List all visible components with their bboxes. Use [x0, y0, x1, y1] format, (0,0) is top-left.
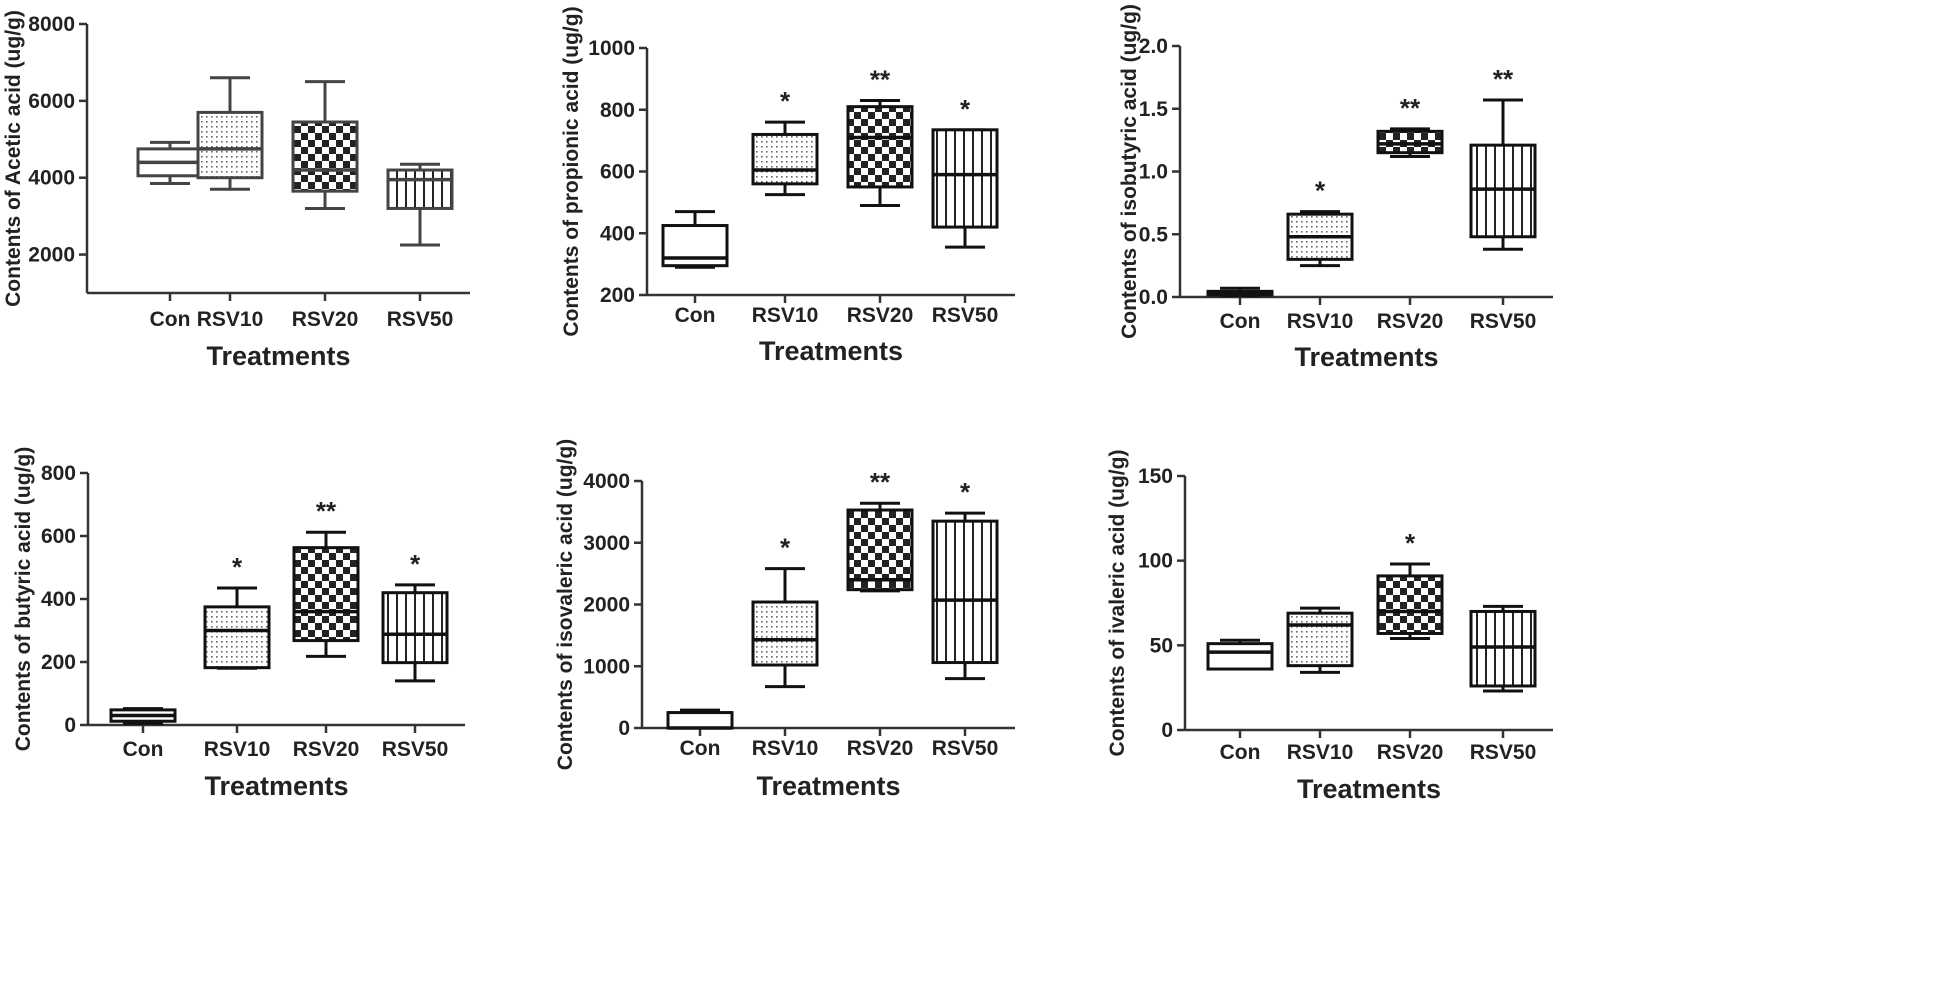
chart-3-category-label: Con — [1220, 310, 1261, 333]
chart-1-y-tick-label: 2000 — [28, 244, 75, 267]
chart-4-y-tick-label: 400 — [41, 588, 76, 611]
chart-2-y-axis-title: Contents of propionic acid (ug/g) — [560, 6, 583, 336]
chart-2-category-label: Con — [675, 304, 716, 327]
chart-6-y-tick-label: 100 — [1138, 550, 1173, 573]
chart-6-significance-label: * — [1405, 528, 1416, 558]
chart-5-box — [846, 508, 914, 592]
chart-3-y-tick-label: 1.5 — [1139, 98, 1169, 121]
chart-4-category-label: Con — [123, 738, 164, 761]
chart-6-y-axis-title: Contents of ivaleric acid (ug/g) — [1106, 450, 1129, 757]
chart-2-box — [751, 132, 819, 186]
chart-4-y-axis-title: Contents of butyric acid (ug/g) — [12, 447, 35, 752]
chart-5-x-axis-title: Treatments — [756, 771, 900, 801]
chart-6-y-tick-label: 50 — [1150, 634, 1173, 657]
chart-3-box — [1469, 143, 1537, 239]
chart-1-box — [196, 110, 264, 180]
chart-5-y-tick-label: 4000 — [583, 470, 630, 493]
chart-6-category-label: RSV20 — [1377, 741, 1444, 764]
chart-5-box — [666, 711, 734, 730]
chart-3-y-tick-label: 1.0 — [1139, 161, 1168, 184]
chart-2-significance-label: * — [780, 86, 791, 116]
chart-3-y-tick-label: 0.5 — [1139, 223, 1169, 246]
chart-5-box — [931, 519, 999, 665]
chart-6-x-axis-title: Treatments — [1297, 774, 1441, 804]
chart-3-y-axis-title: Contents of isobutyric acid (ug/g) — [1118, 4, 1141, 339]
chart-4-significance-label: * — [410, 549, 421, 579]
chart-5-category-label: RSV10 — [752, 737, 819, 760]
chart-5-y-tick-label: 2000 — [583, 594, 630, 617]
chart-5-category-label: RSV20 — [847, 737, 914, 760]
chart-4-box — [292, 546, 360, 643]
chart-6-box — [1206, 642, 1274, 671]
chart-6-box — [1376, 574, 1444, 635]
chart-3-y-tick-label: 2.0 — [1139, 35, 1168, 58]
chart-2-x-axis-title: Treatments — [759, 336, 903, 366]
chart-5-y-tick-label: 1000 — [583, 655, 630, 678]
chart-4-box — [381, 591, 449, 665]
chart-4-category-label: RSV20 — [293, 738, 360, 761]
chart-2-y-tick-label: 800 — [600, 99, 635, 122]
chart-3-x-axis-title: Treatments — [1294, 342, 1438, 372]
chart-3-y-tick-label: 0.0 — [1139, 286, 1168, 309]
chart-4-category-label: RSV50 — [382, 738, 449, 761]
chart-3-box — [1376, 129, 1444, 155]
chart-1-category-label: Con — [150, 308, 191, 331]
chart-2-category-label: RSV50 — [932, 304, 999, 327]
chart-1-category-label: RSV50 — [387, 308, 454, 331]
chart-4-box — [203, 605, 271, 670]
chart-1-box — [291, 120, 359, 193]
chart-5-y-tick-label: 0 — [618, 717, 630, 740]
chart-1-category-label: RSV10 — [197, 308, 264, 331]
chart-6-y-tick-label: 150 — [1138, 465, 1173, 488]
chart-6-y-tick-label: 0 — [1161, 719, 1173, 742]
chart-2-y-tick-label: 600 — [600, 161, 635, 184]
chart-5-category-label: RSV50 — [932, 737, 999, 760]
chart-1-x-axis-title: Treatments — [206, 341, 350, 371]
chart-5-y-tick-label: 3000 — [583, 532, 630, 555]
chart-2-y-tick-label: 200 — [600, 284, 635, 307]
chart-3-significance-label: ** — [1493, 64, 1514, 94]
chart-5-significance-label: * — [780, 533, 791, 563]
chart-5-significance-label: ** — [870, 467, 891, 497]
chart-1-y-tick-label: 8000 — [28, 13, 75, 36]
chart-2-category-label: RSV10 — [752, 304, 819, 327]
chart-2-significance-label: ** — [870, 64, 891, 94]
chart-4-significance-label: ** — [316, 496, 337, 526]
chart-2-significance-label: * — [960, 94, 971, 124]
chart-6-category-label: Con — [1220, 741, 1261, 764]
chart-2-box — [846, 105, 914, 189]
chart-6-category-label: RSV10 — [1287, 741, 1354, 764]
chart-2-y-tick-label: 400 — [600, 222, 635, 245]
chart-5-y-axis-title: Contents of isovaleric acid (ug/g) — [554, 439, 577, 770]
chart-5-significance-label: * — [960, 477, 971, 507]
chart-4-y-tick-label: 0 — [64, 714, 76, 737]
chart-1-y-tick-label: 6000 — [28, 90, 75, 113]
chart-2-category-label: RSV20 — [847, 304, 914, 327]
chart-5-box — [751, 600, 819, 667]
chart-2-box — [931, 128, 999, 229]
chart-4-y-tick-label: 600 — [41, 525, 76, 548]
chart-2-y-tick-label: 1000 — [588, 37, 635, 60]
chart-4-x-axis-title: Treatments — [204, 771, 348, 801]
chart-4-category-label: RSV10 — [204, 738, 271, 761]
chart-5-category-label: Con — [680, 737, 721, 760]
chart-6-box — [1286, 611, 1354, 668]
chart-3-category-label: RSV10 — [1287, 310, 1354, 333]
chart-1-y-axis-title: Contents of Acetic acid (ug/g) — [2, 10, 25, 307]
chart-3-significance-label: ** — [1400, 93, 1421, 123]
chart-4-y-tick-label: 800 — [41, 462, 76, 485]
chart-3-significance-label: * — [1315, 176, 1326, 206]
chart-6-category-label: RSV50 — [1470, 741, 1537, 764]
chart-4-significance-label: * — [232, 552, 243, 582]
chart-3-category-label: RSV20 — [1377, 310, 1444, 333]
chart-1-box — [386, 168, 454, 210]
chart-4-y-tick-label: 200 — [41, 651, 76, 674]
chart-1-category-label: RSV20 — [292, 308, 359, 331]
chart-1-y-tick-label: 4000 — [28, 167, 75, 190]
chart-3-category-label: RSV50 — [1470, 310, 1537, 333]
